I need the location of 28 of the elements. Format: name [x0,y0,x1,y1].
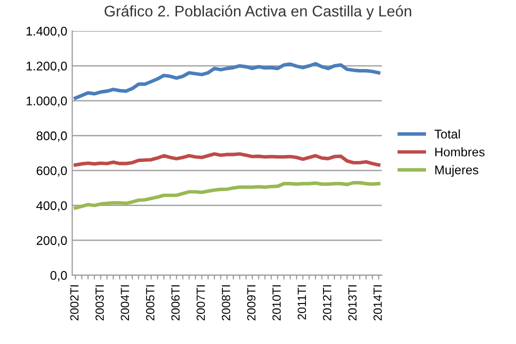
x-tick-label: 2005TI [146,285,154,320]
x-tick-label: 2002TI [70,285,79,320]
x-tick-label: 2004TI [120,285,130,320]
x-tick-label: 2010TI [272,285,281,320]
y-tick-label: 0,0 [50,271,67,282]
y-tick-label: 1.000,0 [26,96,67,107]
y-tick-label: 1.400,0 [26,26,67,38]
x-tick-label: 2011TI [298,285,306,320]
legend-label: Mujeres [435,165,478,177]
y-tick-label: 800,0 [36,131,67,142]
line-series [74,62,380,100]
x-tick-label: 2014TI [373,285,382,320]
x-tick-label: 2006TI [171,285,180,320]
x-tick-label: 2012TI [322,285,332,320]
y-tick-label: 400,0 [36,201,67,212]
y-tick-label: 200,0 [36,236,67,246]
line-series [74,181,380,210]
x-tick-label: 2013TI [348,285,357,320]
legend-label: Hombres [435,147,485,156]
y-tick-label: 1.200,0 [26,62,67,72]
x-tick-label: 2007TI [196,285,205,320]
line-series [74,152,380,167]
legend-label: Total [434,129,460,139]
x-tick-label: 2009TI [247,285,256,320]
x-tick-label: 2003TI [95,285,104,320]
chart-title: Gráfico 2. Población Activa en Castilla y León [104,5,412,20]
y-tick-label: 600,0 [36,166,67,177]
x-tick-label: 2008TI [222,285,230,320]
